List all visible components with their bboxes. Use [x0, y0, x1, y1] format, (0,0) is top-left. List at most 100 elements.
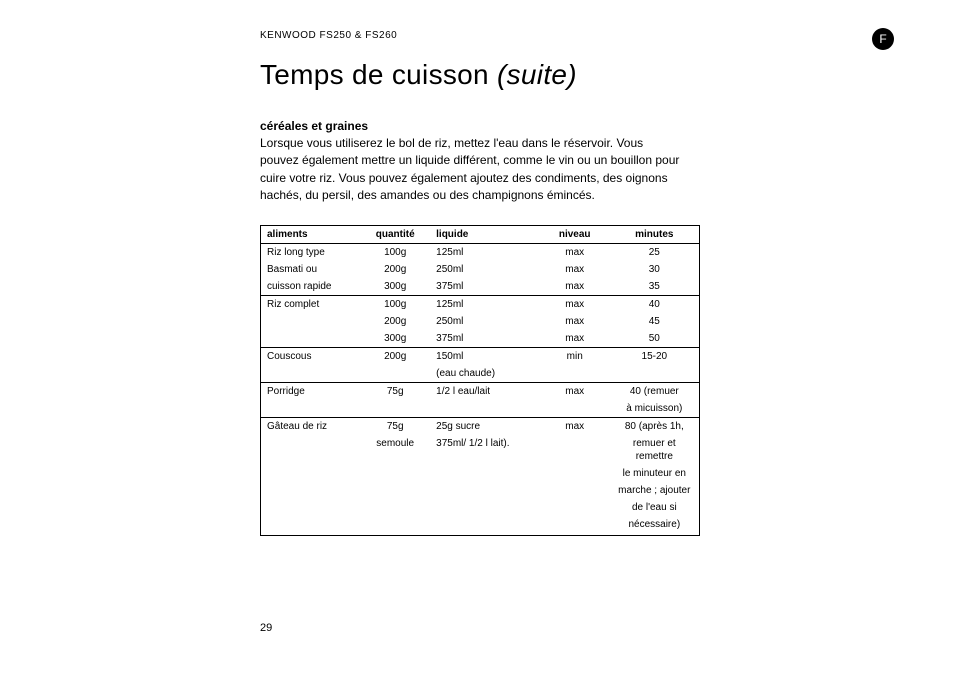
cell-liquide: 250ml	[430, 261, 540, 278]
section-intro-text: Lorsque vous utiliserez le bol de riz, m…	[260, 135, 680, 205]
cell-quantite: 200g	[360, 261, 430, 278]
cell-minutes	[610, 365, 700, 383]
table-row: à micuisson)	[261, 400, 700, 418]
cell-niveau: max	[540, 313, 610, 330]
cell-aliments	[261, 400, 361, 418]
section-heading: céréales et graines	[260, 119, 894, 133]
cell-liquide: 125ml	[430, 243, 540, 261]
language-badge-label: F	[879, 32, 886, 46]
cell-aliments: Basmati ou	[261, 261, 361, 278]
cell-aliments: cuisson rapide	[261, 278, 361, 296]
cell-aliments	[261, 482, 361, 499]
cell-liquide: 150ml	[430, 347, 540, 365]
cell-quantite: semoule	[360, 435, 430, 465]
cell-niveau: max	[540, 417, 610, 435]
cell-niveau	[540, 400, 610, 418]
table-row: Porridge75g1/2 l eau/laitmax40 (remuer	[261, 382, 700, 400]
cell-minutes: de l'eau si	[610, 499, 700, 516]
cell-minutes: 30	[610, 261, 700, 278]
table-row: Riz complet100g125mlmax40	[261, 295, 700, 313]
cooking-times-table: aliments quantité liquide niveau minutes…	[260, 225, 700, 536]
cell-quantite	[360, 482, 430, 499]
cell-liquide	[430, 516, 540, 536]
cell-minutes: 25	[610, 243, 700, 261]
cell-niveau	[540, 516, 610, 536]
cell-aliments: Riz complet	[261, 295, 361, 313]
cell-liquide	[430, 400, 540, 418]
cell-minutes: 45	[610, 313, 700, 330]
cell-aliments	[261, 516, 361, 536]
cell-minutes: 15-20	[610, 347, 700, 365]
table-header-row: aliments quantité liquide niveau minutes	[261, 225, 700, 243]
table-body: Riz long type100g125mlmax25Basmati ou200…	[261, 243, 700, 535]
table-row: de l'eau si	[261, 499, 700, 516]
col-header-minutes: minutes	[610, 225, 700, 243]
cell-quantite: 300g	[360, 330, 430, 348]
cell-niveau: max	[540, 382, 610, 400]
cell-liquide: 375ml	[430, 278, 540, 296]
table-row: marche ; ajouter	[261, 482, 700, 499]
product-model-text: KENWOOD FS250 & FS260	[260, 30, 397, 41]
cell-quantite: 75g	[360, 382, 430, 400]
cell-quantite: 75g	[360, 417, 430, 435]
cell-minutes: le minuteur en	[610, 465, 700, 482]
cell-liquide: 1/2 l eau/lait	[430, 382, 540, 400]
page-header: KENWOOD FS250 & FS260	[260, 30, 894, 41]
table-row: le minuteur en	[261, 465, 700, 482]
cell-quantite: 200g	[360, 347, 430, 365]
col-header-niveau: niveau	[540, 225, 610, 243]
table-row: Riz long type100g125mlmax25	[261, 243, 700, 261]
table-row: 200g250mlmax45	[261, 313, 700, 330]
cell-aliments	[261, 465, 361, 482]
cell-quantite	[360, 499, 430, 516]
cell-minutes: 40 (remuer	[610, 382, 700, 400]
cell-minutes: 35	[610, 278, 700, 296]
cell-aliments	[261, 365, 361, 383]
cell-liquide: 375ml/ 1/2 l lait).	[430, 435, 540, 465]
page-title: Temps de cuisson (suite)	[260, 59, 894, 91]
cell-niveau	[540, 365, 610, 383]
table-row: Gâteau de riz75g25g sucremax80 (après 1h…	[261, 417, 700, 435]
table-row: (eau chaude)	[261, 365, 700, 383]
cell-aliments: Couscous	[261, 347, 361, 365]
table-row: cuisson rapide300g375mlmax35	[261, 278, 700, 296]
cell-aliments	[261, 313, 361, 330]
cell-minutes: marche ; ajouter	[610, 482, 700, 499]
cell-liquide	[430, 465, 540, 482]
cell-aliments: Riz long type	[261, 243, 361, 261]
cell-niveau: max	[540, 278, 610, 296]
cell-niveau: min	[540, 347, 610, 365]
cell-liquide: (eau chaude)	[430, 365, 540, 383]
cell-minutes: 80 (après 1h,	[610, 417, 700, 435]
cell-minutes: 40	[610, 295, 700, 313]
cell-liquide: 25g sucre	[430, 417, 540, 435]
cell-minutes: remuer et remettre	[610, 435, 700, 465]
col-header-liquide: liquide	[430, 225, 540, 243]
cell-niveau: max	[540, 261, 610, 278]
cell-quantite	[360, 465, 430, 482]
table-row: Basmati ou200g250mlmax30	[261, 261, 700, 278]
table-row: Couscous200g150mlmin15-20	[261, 347, 700, 365]
cell-aliments: Gâteau de riz	[261, 417, 361, 435]
cell-aliments: Porridge	[261, 382, 361, 400]
page-number: 29	[260, 622, 272, 634]
cell-quantite: 100g	[360, 295, 430, 313]
cell-minutes: à micuisson)	[610, 400, 700, 418]
language-badge: F	[872, 28, 894, 50]
cell-liquide: 375ml	[430, 330, 540, 348]
cell-niveau	[540, 435, 610, 465]
cell-liquide	[430, 499, 540, 516]
cell-quantite: 100g	[360, 243, 430, 261]
col-header-aliments: aliments	[261, 225, 361, 243]
title-suite: (suite)	[497, 59, 577, 90]
cell-niveau: max	[540, 295, 610, 313]
table-row: nécessaire)	[261, 516, 700, 536]
cell-niveau	[540, 499, 610, 516]
document-page: KENWOOD FS250 & FS260 F Temps de cuisson…	[0, 0, 954, 566]
cell-minutes: 50	[610, 330, 700, 348]
cell-aliments	[261, 435, 361, 465]
cell-liquide: 125ml	[430, 295, 540, 313]
cell-quantite: 300g	[360, 278, 430, 296]
table-row: 300g375mlmax50	[261, 330, 700, 348]
table-row: semoule375ml/ 1/2 l lait). remuer et reme…	[261, 435, 700, 465]
